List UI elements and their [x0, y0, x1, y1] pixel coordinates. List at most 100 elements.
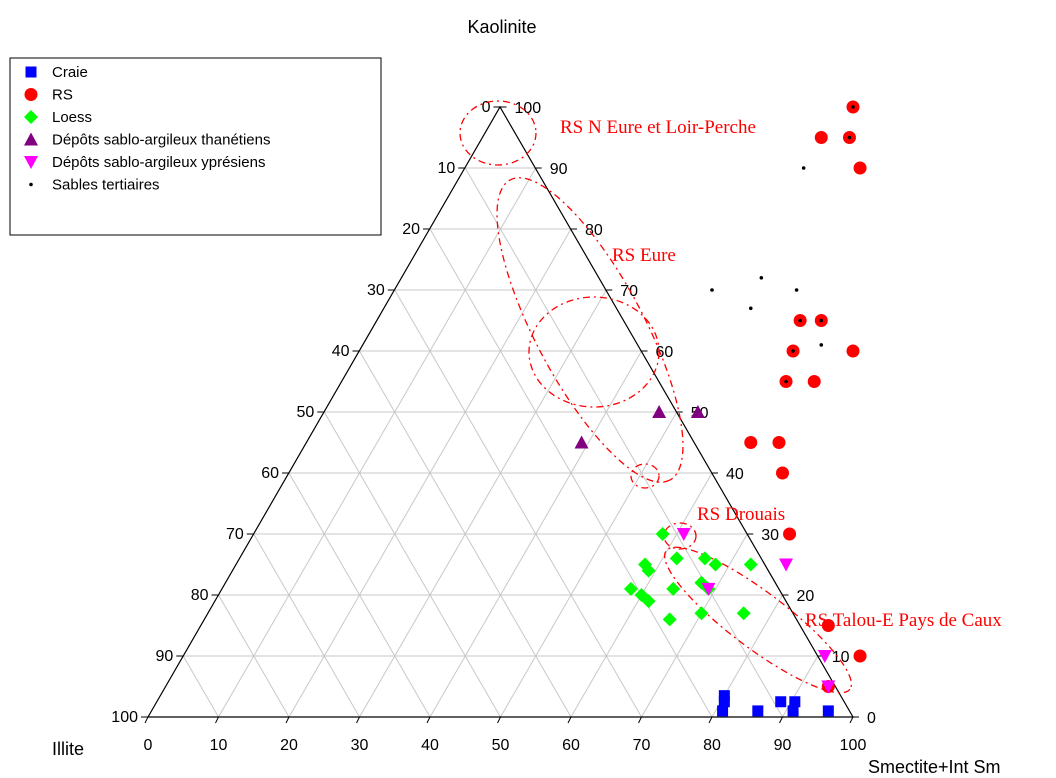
point-diamond: [641, 563, 656, 578]
left-tick-labels: 0 10 20 30 40 50 60 70 80 90 100: [111, 99, 501, 726]
point-circle: [744, 436, 758, 449]
tick-label-left: 60: [261, 465, 279, 482]
tick-mark-bottom: [849, 716, 854, 724]
grid-line-smectite: [359, 289, 607, 718]
tick-label-left: 10: [437, 160, 455, 177]
point-circle: [853, 649, 867, 663]
tick-label-bottom: 10: [210, 737, 228, 754]
tick-label-right: 10: [832, 649, 850, 666]
point-square: [717, 705, 729, 717]
grid-line-illite: [253, 533, 360, 718]
grid-line-smectite: [500, 411, 678, 718]
grid-line-illite: [218, 594, 290, 718]
annotation-label: RS Talou-E Pays de Caux: [805, 610, 1002, 631]
point-diamond: [623, 581, 638, 596]
point-circle: [807, 375, 821, 388]
point-dot: [819, 318, 824, 323]
group-outline: [459, 100, 537, 166]
point-diamond: [708, 557, 723, 572]
point-diamond: [669, 551, 684, 566]
point-circle: [772, 436, 786, 449]
legend-marker-dot: [29, 182, 33, 187]
tick-mark-bottom: [356, 716, 360, 724]
tick-mark-bottom: [144, 716, 149, 724]
tick-mark-bottom: [426, 716, 431, 724]
point-circle: [846, 344, 860, 358]
point-triangle-up: [574, 435, 589, 449]
legend-marker-triangle-up: [24, 132, 38, 146]
grid-line-smectite: [218, 167, 537, 718]
tick-label-left: 40: [332, 343, 350, 360]
group-outlines: [459, 100, 853, 694]
legend-label: RS: [52, 87, 73, 104]
point-square: [718, 690, 730, 702]
tick-mark-bottom: [567, 716, 572, 724]
point-dot: [784, 379, 788, 384]
tick-mark-bottom: [708, 716, 713, 724]
tick-mark-bottom: [285, 716, 290, 724]
grid-lines: [182, 167, 819, 718]
point-dot: [759, 276, 764, 280]
annotation-label: RS N Eure et Loir-Perche: [560, 117, 756, 138]
point-circle: [821, 619, 835, 632]
tick-label-left: 50: [296, 404, 314, 421]
tick-mark-bottom: [497, 716, 501, 724]
group-outline: [496, 177, 684, 483]
tick-label-right: 80: [585, 222, 603, 239]
tick-label-left: 90: [155, 648, 173, 665]
tick-label-right: 90: [550, 161, 568, 178]
group-outline: [630, 463, 660, 489]
tick-label-left: 30: [367, 282, 385, 299]
grid-line-illite: [394, 289, 642, 718]
legend-box: [9, 57, 382, 236]
data-points: [574, 100, 867, 717]
point-dot: [819, 343, 824, 347]
axis-title-smectite: Smectite+Int Sm: [868, 757, 1001, 777]
point-dot: [798, 318, 802, 323]
point-circle: [853, 161, 867, 175]
point-dot: [748, 306, 753, 311]
point-triangle-down: [701, 582, 716, 596]
point-circle: [814, 131, 828, 144]
point-diamond: [736, 606, 751, 621]
point-diamond: [697, 551, 712, 566]
point-diamond: [743, 557, 758, 572]
point-dot: [791, 349, 795, 353]
group-outline: [663, 546, 853, 694]
legend-marker-circle: [24, 88, 38, 101]
point-triangle-up: [652, 405, 667, 418]
tick-label-bottom: 30: [351, 737, 369, 754]
legend-marker-triangle-down: [24, 156, 38, 169]
tick-label-left: 0: [482, 99, 491, 116]
grid-line-illite: [323, 411, 501, 718]
point-triangle-down: [676, 528, 691, 541]
annotation-label: RS Eure: [612, 245, 676, 266]
tick-label-left: 100: [111, 709, 138, 726]
tick-label-left: 70: [226, 526, 244, 543]
point-square: [787, 705, 799, 717]
point-dot: [710, 288, 714, 292]
tick-label-right: 70: [620, 283, 638, 300]
grid-line-illite: [182, 655, 219, 718]
grid-line-smectite: [641, 533, 748, 718]
point-dot: [847, 135, 852, 140]
group-annotations: RS N Eure et Loir-Perche RS Eure RS Drouai…: [560, 117, 1002, 631]
legend-label: Loess: [52, 109, 92, 126]
point-square: [789, 696, 801, 708]
point-square: [775, 696, 787, 708]
point-diamond: [694, 606, 709, 621]
legend: Craie RS Loess Dépôts sablo-argileux thanét…: [9, 57, 382, 236]
point-diamond: [662, 612, 677, 627]
legend-label: Craie: [52, 64, 88, 81]
point-circle: [776, 466, 789, 480]
tick-label-bottom: 80: [703, 737, 721, 754]
tick-label-left: 80: [191, 587, 209, 604]
point-diamond: [655, 527, 670, 541]
point-square: [752, 705, 764, 717]
point-triangle-up: [690, 405, 705, 418]
tick-label-left: 20: [402, 221, 420, 238]
tick-label-right: 40: [726, 466, 744, 483]
legend-marker-square: [25, 66, 37, 78]
legend-label: Dépôts sablo-argileux yprésiens: [52, 154, 265, 171]
